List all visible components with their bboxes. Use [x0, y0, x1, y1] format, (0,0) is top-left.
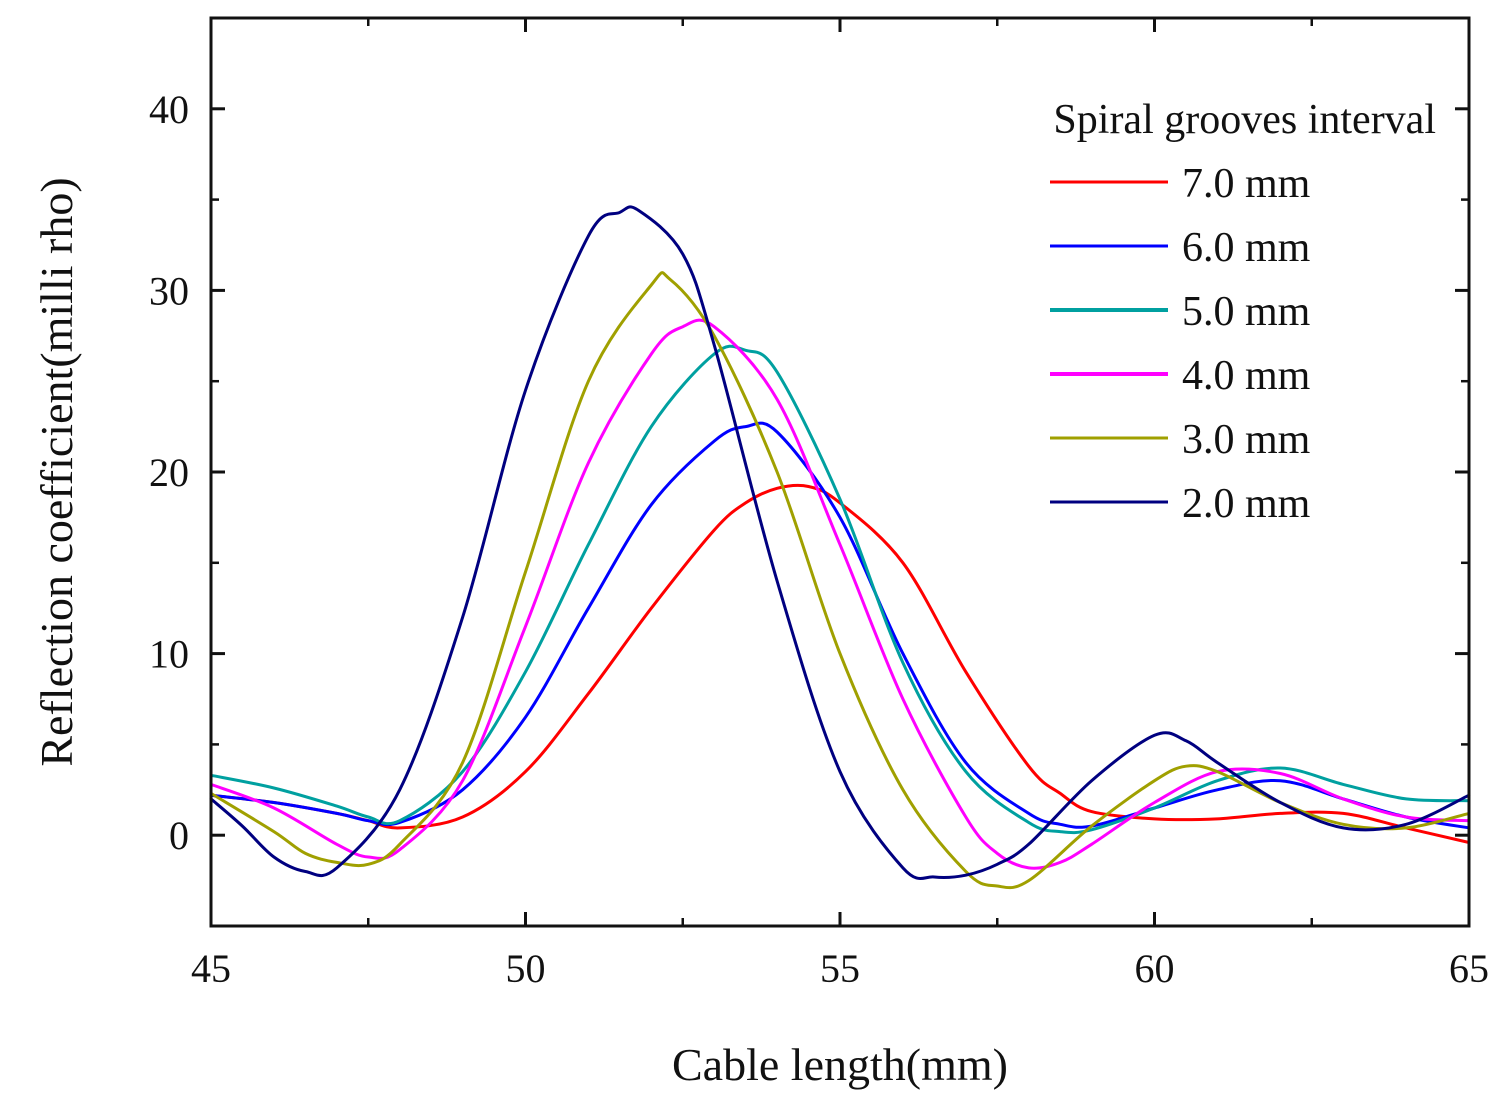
series-line-3-0-mm	[209, 271, 1471, 890]
ticks-layer: 45 50 55 60 65 0 10 20 30 40	[149, 18, 1489, 991]
x-tick-label: 50	[506, 946, 546, 991]
series-line-6-0-mm	[209, 421, 1471, 830]
legend-label-3-0-mm: 3.0 mm	[1182, 417, 1311, 463]
y-tick-label: 0	[169, 813, 189, 858]
legend-label-2-0-mm: 2.0 mm	[1182, 481, 1311, 527]
y-axis-title: Reflection coefficient(milli rho)	[31, 177, 82, 766]
legend-label-5-0-mm: 5.0 mm	[1182, 289, 1311, 335]
legend-label-7-0-mm: 7.0 mm	[1182, 161, 1311, 207]
x-tick-label: 55	[820, 946, 860, 991]
x-tick-label: 65	[1449, 946, 1489, 991]
series-line-2-0-mm	[209, 205, 1471, 881]
x-axis-title: Cable length(mm)	[672, 1039, 1008, 1090]
plot-frame	[209, 16, 1471, 928]
series-line-4-0-mm	[209, 318, 1471, 870]
y-tick-label: 30	[149, 268, 189, 313]
y-tick-label: 40	[149, 87, 189, 132]
legend-title: Spiral grooves interval	[1053, 97, 1436, 143]
legend-label-4-0-mm: 4.0 mm	[1182, 353, 1311, 399]
y-tick-label: 10	[149, 632, 189, 677]
x-tick-label: 45	[191, 946, 231, 991]
x-tick-label: 60	[1135, 946, 1175, 991]
legend: Spiral grooves interval 7.0 mm 6.0 mm 5.0 …	[1050, 97, 1436, 527]
y-tick-label: 20	[149, 450, 189, 495]
series-layer	[209, 205, 1471, 890]
legend-label-6-0-mm: 6.0 mm	[1182, 225, 1311, 271]
series-line-5-0-mm	[209, 344, 1471, 835]
